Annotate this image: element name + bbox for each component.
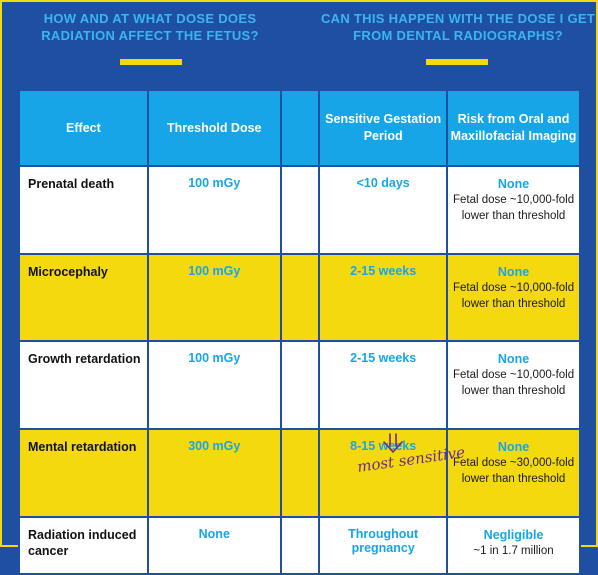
threshold-cell: 100 mGy [146, 253, 282, 342]
risk-cell: None Fetal dose ~30,000-fold lower than … [446, 428, 581, 518]
annotation-text: most sensitive [356, 443, 466, 476]
period-cell: 2-15 weeks [318, 340, 449, 430]
risk-title: None [497, 440, 530, 454]
col-header-period: Sensitive Gestation Period [318, 89, 449, 167]
risk-cell: None Fetal dose ~10,000-fold lower than … [446, 340, 581, 430]
effect-cell: Mental retardation [18, 428, 149, 518]
period-cell: 8-15 weeks [318, 428, 449, 518]
risk-detail: ~1 in 1.7 million [473, 545, 554, 557]
threshold-cell: 100 mGy [146, 340, 282, 430]
risk-detail: Fetal dose ~10,000-fold lower than thres… [452, 282, 575, 310]
effect-cell: Radiation induced cancer [18, 516, 149, 575]
risk-title: None [497, 352, 530, 366]
table-row: Microcephaly 100 mGy 2-15 weeks None Fet… [18, 253, 581, 342]
gap-cell [279, 516, 321, 575]
down-arrow-icon [383, 433, 403, 453]
risk-cell: None Fetal dose ~10,000-fold lower than … [446, 253, 581, 342]
risk-detail: Fetal dose ~10,000-fold lower than thres… [452, 369, 575, 397]
risk-title: Negligible [483, 528, 544, 542]
threshold-cell: None [146, 516, 282, 575]
risk-cell: Negligible ~1 in 1.7 million [446, 516, 581, 575]
effect-cell: Growth retardation [18, 340, 149, 430]
heading-left-underline [120, 59, 182, 65]
period-cell: Throughout pregnancy [318, 516, 449, 575]
col-header-effect: Effect [18, 89, 149, 167]
table-row: Mental retardation 300 mGy 8-15 weeks No… [18, 428, 581, 518]
period-cell: 2-15 weeks [318, 253, 449, 342]
risk-detail: Fetal dose ~30,000-fold lower than thres… [452, 457, 575, 485]
table-row: Growth retardation 100 mGy 2-15 weeks No… [18, 340, 581, 430]
effect-cell: Prenatal death [18, 165, 149, 255]
risk-detail: Fetal dose ~10,000-fold lower than thres… [452, 194, 575, 222]
period-cell: <10 days [318, 165, 449, 255]
heading-right: CAN THIS HAPPEN WITH THE DOSE I GET FROM… [320, 11, 596, 43]
col-header-gap [279, 89, 321, 167]
col-header-threshold: Threshold Dose [146, 89, 282, 167]
handwritten-annotation: most sensitive [356, 433, 466, 476]
risk-title: None [497, 265, 530, 279]
table-row: Radiation induced cancer None Throughout… [18, 516, 581, 575]
fetal-effects-table: Effect Threshold Dose Sensitive Gestatio… [18, 89, 581, 575]
risk-cell: None Fetal dose ~10,000-fold lower than … [446, 165, 581, 255]
table-header-row: Effect Threshold Dose Sensitive Gestatio… [18, 89, 581, 167]
col-header-risk: Risk from Oral and Maxillofacial Imaging [446, 89, 581, 167]
threshold-cell: 300 mGy [146, 428, 282, 518]
risk-title: None [497, 177, 530, 191]
threshold-cell: 100 mGy [146, 165, 282, 255]
table-row: Prenatal death 100 mGy <10 days None Fet… [18, 165, 581, 255]
heading-right-underline [426, 59, 488, 65]
effect-cell: Microcephaly [18, 253, 149, 342]
gap-cell [279, 253, 321, 342]
gap-cell [279, 428, 321, 518]
heading-left: HOW AND AT WHAT DOSE DOES RADIATION AFFE… [41, 11, 259, 43]
gap-cell [279, 165, 321, 255]
gap-cell [279, 340, 321, 430]
